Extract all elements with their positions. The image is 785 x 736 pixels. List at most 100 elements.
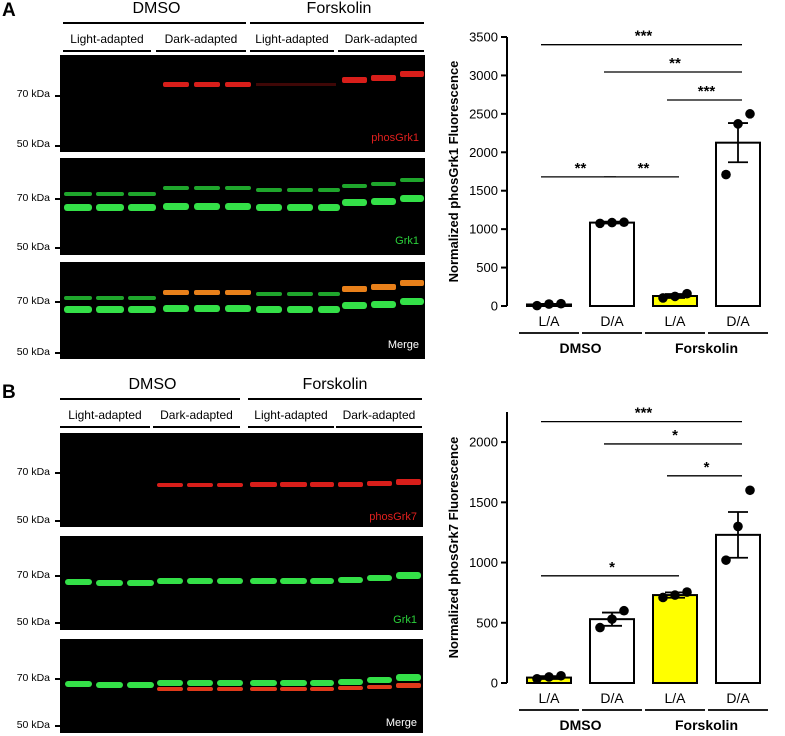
chart-a-point-0-1 [544, 299, 554, 309]
chart-b-ylabel: Normalized phosGrk7 Fluorescence [446, 437, 461, 659]
chart-b-point-2-1 [670, 590, 680, 600]
chart-a-ytick-label-2: 1000 [469, 222, 498, 237]
panel-a-treatment-forskolin: Forskolin [306, 0, 372, 17]
chart-b-sig-label-1: * [672, 427, 678, 444]
chart-a-point-2-1 [670, 291, 680, 302]
panel-b-blot2-mw-70: 70 kDa [16, 569, 50, 581]
chart-b-point-0-1 [544, 672, 554, 682]
chart-a-ytick-label-5: 2500 [469, 106, 498, 121]
panel-b-cond-2: Dark-adapted [160, 408, 233, 422]
chart-a-cat-0: L/A [538, 313, 560, 329]
panel-b-blot2-mw-50: 50 kDa [16, 616, 50, 628]
chart-a-cat-1: D/A [600, 313, 624, 329]
chart-b-group-1: Forskolin [675, 717, 738, 733]
panel-b-forskolin-line [248, 398, 422, 400]
panel-a-cond-1: Light-adapted [70, 32, 144, 46]
chart-b-cat-2: L/A [664, 690, 686, 706]
panel-b-treatment-dmso: DMSO [128, 376, 177, 393]
chart-b-point-1-2 [619, 605, 629, 616]
panel-a-blot-merge: Merge [60, 262, 425, 359]
panel-b-blot1-tick-70 [55, 472, 69, 474]
chart-a-point-3-0 [721, 169, 731, 180]
panel-b-blot3-label: Merge [385, 717, 417, 729]
panel-a-blot3-label: Merge [387, 339, 419, 351]
panel-b-cond-1: Light-adapted [68, 408, 142, 422]
panel-a-blot2-mw-50: 50 kDa [16, 241, 50, 253]
chart-a-point-0-2 [556, 298, 566, 309]
chart-a-point-3-2 [745, 109, 755, 119]
chart-b-point-3-0 [721, 555, 731, 565]
chart-b-sig-label-2: * [704, 459, 710, 476]
chart-b-bar-1 [589, 618, 635, 684]
panel-b-blot3-tick-70 [55, 678, 69, 680]
panel-b-blot2-label: Grk1 [393, 614, 417, 626]
chart-a-ytick-label-1: 500 [476, 260, 498, 275]
chart-a-cat-3: D/A [726, 313, 750, 329]
chart-a-ytick-label-3: 1500 [469, 183, 498, 198]
chart-a-cat-2: L/A [664, 313, 686, 329]
panel-b-treatment-forskolin: Forskolin [302, 376, 368, 393]
panel-b-blot1-mw-50: 50 kDa [16, 514, 50, 526]
panel-a-treatment-dmso: DMSO [132, 0, 181, 17]
chart-b-ytick-label-3: 1500 [469, 495, 498, 510]
panel-a-cond-4: Dark-adapted [344, 32, 418, 46]
panel-a-cond-line-1 [63, 50, 151, 52]
chart-b-point-0-2 [556, 670, 566, 681]
chart-a-sig-label-2: *** [698, 83, 716, 100]
chart-b-ytick-label-2: 1000 [469, 555, 498, 570]
panel-b-cond-line-1 [60, 426, 150, 428]
chart-a-point-2-2 [682, 288, 692, 299]
chart-a-ylabel: Normalized phosGrk1 Fluorescence [446, 61, 461, 283]
panel-a-blot-grk1: Grk1 [60, 158, 425, 255]
panel-b-blot1-label: phosGrk7 [369, 511, 417, 523]
chart-a-bar-1 [589, 221, 635, 307]
chart-b-sig-label-0: *** [635, 405, 653, 422]
chart-a-sig-label-4: ** [638, 160, 650, 177]
panel-b-cond-line-4 [336, 426, 422, 428]
panel-a-blot2-tick-70 [55, 198, 69, 200]
chart-a-sig-label-3: ** [575, 160, 587, 177]
panel-a-blot1-label: phosGrk1 [371, 132, 419, 144]
chart-b-group-0: DMSO [560, 717, 602, 733]
chart-a-ytick-label-0: 0 [491, 299, 498, 314]
panel-a-blot1-tick-50 [55, 145, 69, 147]
chart-b-point-2-2 [682, 587, 692, 597]
panel-a-blot2-label: Grk1 [395, 235, 419, 247]
panel-a-blot1-mw-50: 50 kDa [16, 138, 50, 150]
panel-b-cond-3: Light-adapted [254, 408, 328, 422]
panel-a-cond-3: Light-adapted [255, 32, 329, 46]
chart-b-ytick-label-4: 2000 [469, 435, 498, 450]
chart-b-cat-1: D/A [600, 690, 624, 706]
chart-b-point-3-2 [745, 485, 755, 496]
chart-b-bar-2 [652, 594, 698, 685]
chart-b-cat-0: L/A [538, 690, 560, 706]
panel-a-blot-phosgrk1: phosGrk1 [60, 55, 425, 152]
panel-a-blot2-mw-70: 70 kDa [16, 192, 50, 204]
panel-b-blot1-mw-70: 70 kDa [16, 466, 50, 478]
panel-b-blot3-mw-50: 50 kDa [16, 719, 50, 731]
panel-a-forskolin-line [250, 22, 424, 24]
panel-b-blot1-tick-50 [55, 520, 69, 522]
chart-b-sig-label-3: * [609, 559, 615, 576]
chart-a-point-1-1 [607, 217, 617, 228]
chart-b-point-1-0 [595, 622, 605, 633]
chart-a-point-3-1 [733, 119, 743, 129]
panel-a-blot1-tick-70 [55, 95, 69, 97]
panel-a-cond-2: Dark-adapted [164, 32, 238, 46]
panel-a-cond-line-3 [250, 50, 334, 52]
chart-b-point-2-0 [658, 592, 668, 603]
panel-a-letter: A [2, 0, 16, 21]
chart-b-point-0-0 [532, 673, 542, 684]
panel-a-blot3-tick-50 [55, 352, 69, 354]
chart-a-sig-label-1: ** [669, 55, 681, 72]
chart-a-phosgrk1: Normalized phosGrk1 Fluorescence 0 500 1000… [446, 28, 768, 356]
panel-b-letter: B [2, 382, 16, 403]
panel-a-blot3-tick-70 [55, 301, 69, 303]
chart-b-ytick-label-0: 0 [491, 676, 498, 691]
panel-b-blot-merge: Merge [60, 639, 423, 733]
chart-a-sig-label-0: *** [635, 28, 653, 45]
panel-b-cond-line-2 [153, 426, 240, 428]
chart-b-phosgrk7: Normalized phosGrk7 Fluorescence 0 500 1000… [446, 405, 768, 733]
panel-b-blot3-mw-70: 70 kDa [16, 672, 50, 684]
chart-a-group-0: DMSO [560, 340, 602, 356]
